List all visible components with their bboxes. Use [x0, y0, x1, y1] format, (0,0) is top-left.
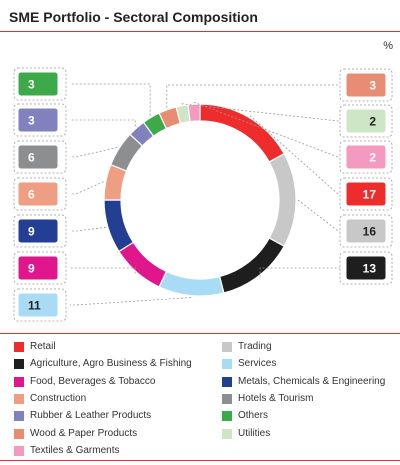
callout-value-3: 11 [28, 299, 41, 313]
legend-swatch-9 [222, 411, 232, 422]
legend-swatch-0 [14, 342, 24, 352]
legend-swatch-4 [14, 376, 24, 387]
callout-connector-7 [70, 147, 118, 158]
callout-box-3 [17, 292, 59, 318]
legend-swatch-2 [14, 359, 24, 370]
donut-chart: 3 2 2 17 16 13 3 3 6 6 9 9 11 [13, 67, 393, 322]
callout-value-2: 13 [363, 262, 377, 276]
legend-label-1: Trading [238, 341, 272, 352]
legend-swatch-3 [222, 359, 232, 370]
callout-box-12 [345, 144, 387, 170]
legend-label-6: Construction [30, 392, 87, 404]
legend-label-0: Retail [30, 341, 56, 352]
slice-2 [218, 237, 285, 294]
callout-value-1: 16 [363, 225, 377, 239]
callout-connector-9 [70, 83, 151, 116]
callout-4: 9 [13, 251, 136, 285]
callout-5: 9 [13, 214, 106, 248]
slice-0 [199, 103, 285, 163]
callout-value-12: 2 [369, 151, 376, 165]
callout-connector-3 [70, 297, 191, 306]
callout-6: 6 [13, 177, 104, 211]
callout-box-9 [17, 71, 59, 97]
legend-label-3: Services [238, 358, 277, 370]
legend-label-9: Others [238, 410, 269, 422]
callout-2: 13 [259, 251, 393, 285]
callout-value-0: 17 [363, 188, 377, 202]
legend-swatch-7 [222, 393, 232, 404]
slice-1 [268, 152, 297, 248]
callout-box-7 [17, 144, 59, 170]
callout-connector-1 [297, 199, 344, 232]
legend-swatch-1 [222, 342, 232, 352]
callout-value-11: 2 [369, 115, 376, 129]
callout-value-7: 6 [28, 151, 35, 165]
legend-label-5: Metals, Chemicals & Engineering [238, 375, 386, 387]
callout-connector-2 [259, 267, 344, 278]
callout-connector-5 [70, 226, 106, 232]
callout-8: 3 [13, 103, 136, 137]
callout-box-6 [17, 181, 59, 207]
callout-11: 2 [181, 103, 393, 138]
title-divider [0, 31, 400, 32]
callout-1: 16 [297, 199, 393, 248]
callout-value-10: 3 [369, 79, 376, 93]
unit-label: % [383, 40, 393, 52]
legend-swatch-6 [14, 393, 24, 404]
legend-label-10: Wood & Paper Products [30, 427, 138, 439]
callout-value-5: 9 [28, 225, 35, 239]
callout-box-5 [17, 218, 59, 244]
callout-value-6: 6 [28, 188, 35, 202]
legend-label-7: Hotels & Tourism [238, 392, 314, 404]
callout-0: 17 [249, 115, 393, 211]
callout-box-11 [345, 108, 387, 134]
callout-box-4 [17, 255, 59, 281]
callout-9: 3 [13, 67, 151, 116]
callout-box-0 [345, 181, 387, 207]
legend-bottom-divider [0, 460, 400, 461]
callout-value-4: 9 [28, 262, 35, 276]
legend-swatch-12 [14, 445, 24, 456]
legend-swatch-11 [222, 428, 232, 439]
legend-swatch-5 [222, 376, 232, 387]
callout-7: 6 [13, 140, 118, 174]
callout-box-10 [345, 72, 387, 98]
legend-label-11: Utilities [238, 427, 271, 439]
legend-swatch-10 [14, 428, 24, 439]
callout-value-8: 3 [28, 114, 35, 128]
slice-4 [118, 241, 168, 288]
callout-value-9: 3 [28, 78, 35, 92]
legend-label-2: Agriculture, Agro Business & Fishing [30, 358, 192, 370]
callout-box-2 [345, 255, 387, 281]
callout-connector-0 [249, 115, 344, 195]
callout-connector-6 [70, 181, 104, 195]
legend-label-8: Rubber & Leather Products [30, 410, 152, 422]
legend-top-divider [0, 333, 400, 334]
legend-label-4: Food, Beverages & Tobacco [30, 375, 156, 387]
slice-3 [158, 270, 225, 297]
callout-3: 11 [13, 288, 191, 322]
callout-box-1 [345, 218, 387, 244]
callout-box-8 [17, 107, 59, 133]
callout-connector-8 [70, 119, 136, 127]
page-title: SME Portfolio - Sectoral Composition [9, 9, 258, 25]
legend-swatch-8 [14, 411, 24, 422]
callout-12: 2 [193, 101, 393, 174]
callout-connector-4 [70, 267, 136, 274]
slice-5 [103, 199, 135, 253]
callout-10: 3 [166, 68, 393, 108]
legend-label-12: Textiles & Garments [30, 444, 120, 456]
slice-12 [187, 103, 201, 123]
